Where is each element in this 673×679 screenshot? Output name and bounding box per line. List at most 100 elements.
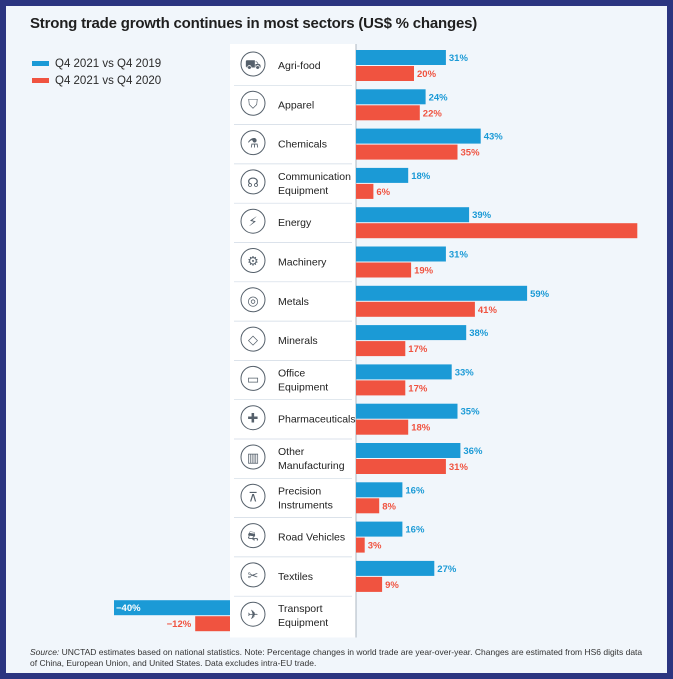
- bar-2020: [356, 223, 638, 239]
- compass-icon: ⊼: [240, 483, 266, 509]
- svg-text:⛉: ⛉: [248, 97, 258, 112]
- svg-text:⊼: ⊼: [248, 490, 258, 505]
- value-label: 6%: [376, 187, 390, 198]
- bar-2020: [356, 498, 380, 514]
- value-label: 24%: [429, 92, 449, 103]
- source-text: UNCTAD estimates based on national stati…: [30, 647, 643, 668]
- svg-text:⛐: ⛐: [247, 530, 258, 545]
- bar-2019: [356, 403, 458, 419]
- bar-2019: [356, 246, 446, 262]
- bar-2020: [356, 262, 412, 278]
- sewing-machine-icon: ✂: [240, 562, 266, 588]
- value-label: 16%: [405, 485, 425, 496]
- category-label: Office Equipment: [278, 367, 328, 393]
- category-label: Precision Instruments: [278, 485, 333, 511]
- svg-text:✈: ✈: [248, 608, 259, 623]
- value-label: 97%: [615, 226, 635, 237]
- bar-2019: [356, 325, 467, 341]
- factory-icon: ▥: [240, 444, 266, 470]
- category-label: Agri-food: [278, 60, 321, 72]
- bar-2020: [195, 616, 230, 632]
- category-label: Textiles: [278, 571, 313, 583]
- value-label: 8%: [382, 501, 396, 512]
- flask-icon: ⚗: [240, 130, 266, 156]
- category-label: Chemicals: [278, 139, 327, 151]
- bar-2019: [356, 364, 452, 380]
- svg-text:⚡: ⚡: [248, 215, 257, 230]
- bar-2019: [356, 89, 426, 105]
- svg-text:✂: ✂: [248, 569, 259, 584]
- legend-label-2020: Q4 2021 vs Q4 2020: [55, 74, 162, 87]
- category-label: Road Vehicles: [278, 532, 345, 544]
- value-label: 22%: [423, 108, 443, 119]
- value-label: 39%: [472, 210, 492, 221]
- bar-2019: [356, 443, 461, 458]
- svg-text:▭: ▭: [247, 372, 259, 387]
- computer-icon: ▭: [240, 365, 266, 391]
- svg-text:▥: ▥: [247, 451, 259, 466]
- bar-2020: [356, 341, 406, 357]
- chart-panel: Strong trade growth continues in most se…: [6, 6, 667, 673]
- value-label: 17%: [408, 383, 428, 394]
- bar-2020: [356, 105, 420, 121]
- svg-text:✚: ✚: [248, 412, 259, 427]
- value-label: 31%: [449, 250, 469, 261]
- category-label: Metals: [278, 296, 309, 308]
- bar-2020: [356, 183, 374, 199]
- value-label: −12%: [167, 619, 192, 630]
- bar-2019: [356, 128, 481, 144]
- category-label: Minerals: [278, 335, 318, 347]
- value-label: 9%: [385, 580, 399, 591]
- svg-text:☊: ☊: [247, 176, 259, 191]
- category-label: Energy: [278, 217, 312, 229]
- value-label: 31%: [449, 53, 469, 64]
- source-label: Source:: [30, 647, 60, 657]
- airplane-icon: ✈: [240, 601, 266, 627]
- legend-label-2019: Q4 2021 vs Q4 2019: [55, 57, 162, 70]
- value-label: 36%: [463, 446, 483, 457]
- category-label: Machinery: [278, 257, 327, 269]
- value-label: −40%: [116, 603, 141, 614]
- category-panel: [230, 44, 356, 638]
- bar-2019: [356, 482, 403, 498]
- legend-item-2019: Q4 2021 vs Q4 2019: [32, 55, 161, 72]
- legend-swatch-2020: [32, 78, 49, 83]
- bar-2019: [356, 285, 528, 301]
- gear-icon: ⚙: [240, 248, 266, 273]
- value-label: 17%: [408, 344, 428, 355]
- bar-2020: [356, 301, 475, 317]
- source-note: Source: UNCTAD estimates based on nation…: [30, 647, 650, 669]
- category-label: Transport Equipment: [278, 603, 328, 629]
- category-label: Communication Equipment: [278, 171, 351, 197]
- svg-text:⚙: ⚙: [247, 255, 259, 270]
- tractor-icon: ⛟: [240, 51, 266, 77]
- medical-cross-icon: ✚: [240, 405, 266, 431]
- value-label: 35%: [461, 407, 481, 418]
- legend-swatch-2019: [32, 61, 49, 66]
- bar-2019: [356, 207, 470, 223]
- car-icon: ⛐: [240, 523, 266, 549]
- bar-2019: [356, 560, 435, 576]
- category-label: Apparel: [278, 99, 314, 111]
- value-label: 27%: [437, 564, 457, 575]
- value-label: 18%: [411, 423, 431, 434]
- bar-2020: [356, 144, 458, 160]
- value-label: 20%: [417, 69, 437, 80]
- value-label: 41%: [478, 305, 498, 316]
- bar-2019: [114, 600, 230, 616]
- value-label: 59%: [530, 289, 550, 300]
- value-label: 43%: [484, 132, 504, 143]
- bar-2019: [356, 167, 409, 183]
- metal-coils-icon: ◎: [240, 287, 266, 313]
- gem-icon: ◇: [240, 326, 266, 352]
- svg-text:◎: ◎: [247, 294, 258, 309]
- category-label: Other Manufacturing: [278, 446, 345, 472]
- value-label: 38%: [469, 328, 489, 339]
- value-label: 16%: [405, 525, 425, 536]
- bar-2020: [356, 380, 406, 396]
- value-label: 3%: [368, 541, 382, 552]
- lightning-icon: ⚡: [240, 208, 266, 234]
- bar-2020: [356, 459, 446, 474]
- bar-2020: [356, 66, 414, 81]
- legend: Q4 2021 vs Q4 2019 Q4 2021 vs Q4 2020: [32, 55, 161, 89]
